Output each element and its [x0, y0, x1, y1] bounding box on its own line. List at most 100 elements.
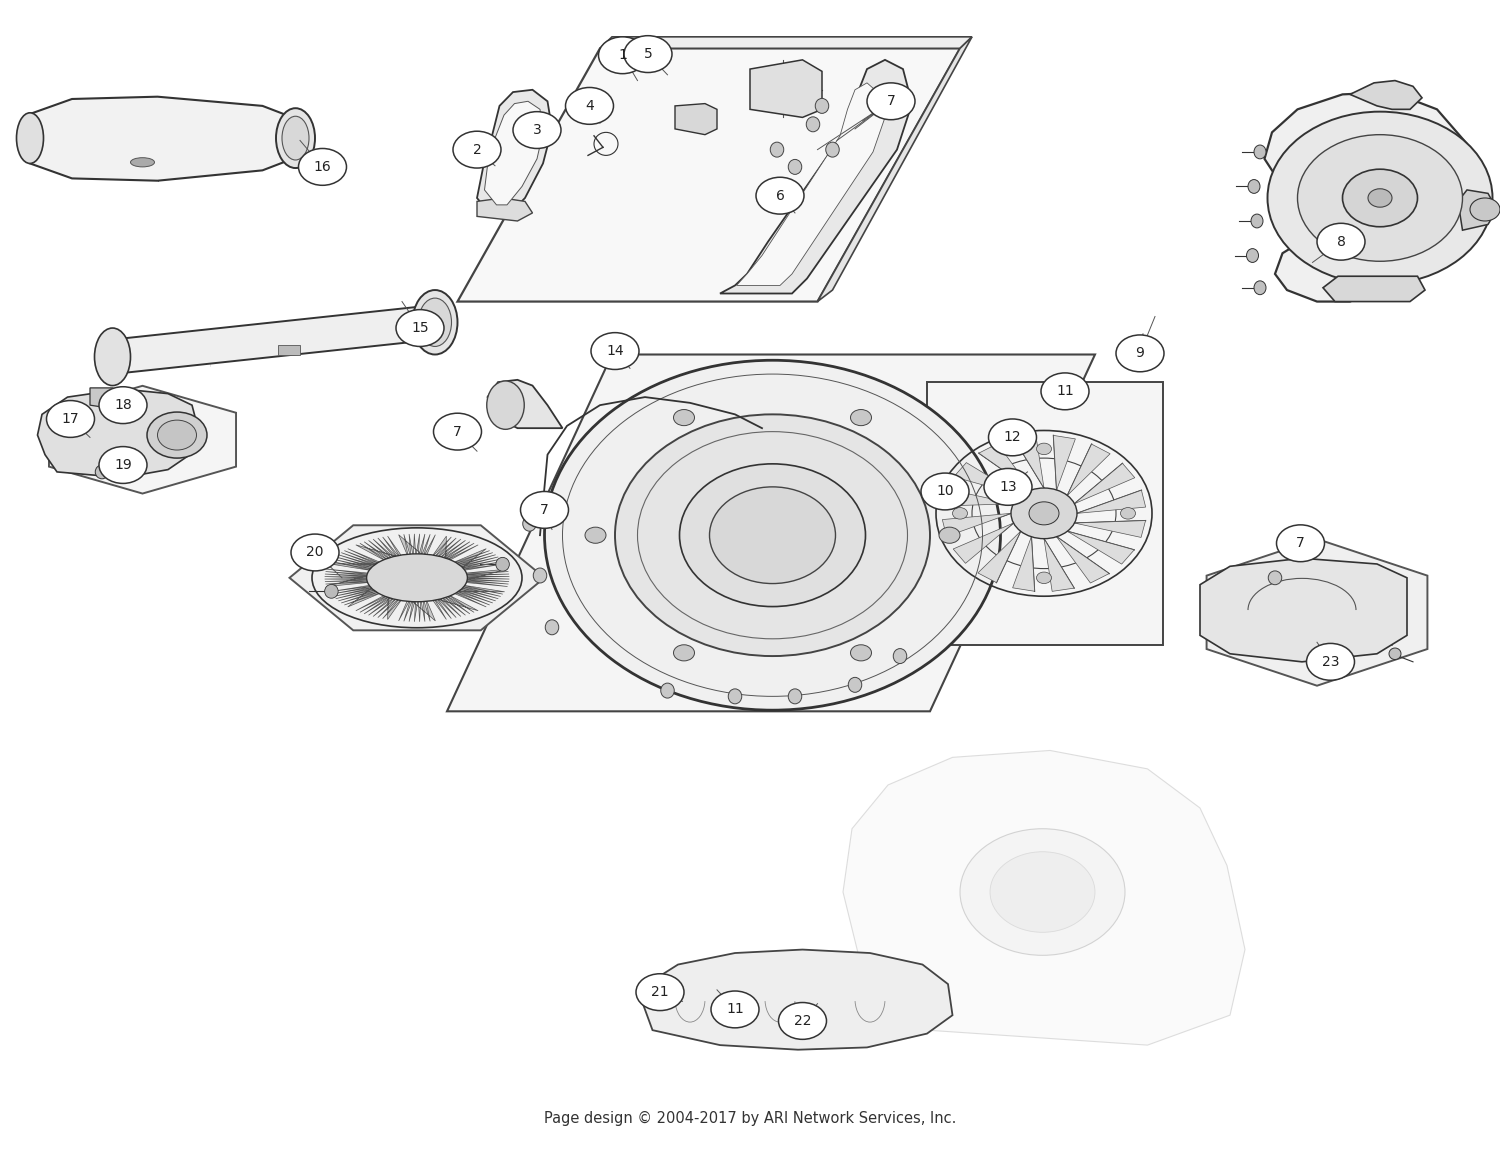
Ellipse shape	[496, 557, 510, 571]
Circle shape	[952, 508, 968, 519]
Ellipse shape	[1246, 249, 1258, 262]
Ellipse shape	[1268, 571, 1281, 585]
Ellipse shape	[816, 99, 830, 114]
Polygon shape	[1323, 276, 1425, 302]
Polygon shape	[278, 345, 300, 355]
Text: 16: 16	[314, 160, 332, 174]
Polygon shape	[980, 443, 1032, 490]
Polygon shape	[1074, 464, 1136, 504]
Ellipse shape	[1254, 281, 1266, 295]
Circle shape	[1317, 223, 1365, 260]
Polygon shape	[1068, 532, 1134, 564]
Text: 23: 23	[1322, 655, 1340, 669]
Ellipse shape	[413, 290, 458, 355]
Circle shape	[960, 829, 1125, 955]
Circle shape	[453, 131, 501, 168]
Polygon shape	[50, 386, 236, 494]
Circle shape	[1298, 135, 1462, 261]
Text: 12: 12	[1004, 430, 1022, 444]
Circle shape	[615, 414, 930, 656]
Polygon shape	[942, 489, 1014, 506]
Polygon shape	[38, 389, 198, 478]
Text: 19: 19	[114, 458, 132, 472]
Polygon shape	[736, 83, 885, 285]
Ellipse shape	[789, 160, 801, 174]
Ellipse shape	[486, 381, 525, 429]
Circle shape	[1470, 198, 1500, 221]
Text: 3: 3	[532, 123, 542, 137]
Ellipse shape	[894, 649, 906, 663]
Ellipse shape	[789, 688, 801, 703]
Polygon shape	[1077, 490, 1146, 513]
Circle shape	[99, 447, 147, 483]
Polygon shape	[399, 599, 435, 622]
Ellipse shape	[96, 465, 109, 479]
Polygon shape	[1206, 539, 1428, 686]
Circle shape	[147, 412, 207, 458]
Circle shape	[1029, 502, 1059, 525]
Circle shape	[598, 37, 646, 74]
Circle shape	[778, 1003, 826, 1039]
Ellipse shape	[1389, 648, 1401, 660]
Ellipse shape	[660, 684, 675, 698]
Circle shape	[756, 177, 804, 214]
Polygon shape	[1200, 558, 1407, 662]
Polygon shape	[642, 950, 952, 1050]
Text: 7: 7	[1296, 536, 1305, 550]
Polygon shape	[356, 536, 404, 563]
Circle shape	[850, 410, 871, 426]
Circle shape	[990, 852, 1095, 932]
Circle shape	[291, 534, 339, 571]
Polygon shape	[399, 534, 435, 557]
Circle shape	[1342, 169, 1418, 227]
Polygon shape	[458, 48, 960, 302]
Polygon shape	[330, 585, 384, 607]
Circle shape	[636, 974, 684, 1011]
Ellipse shape	[522, 516, 537, 531]
Circle shape	[988, 419, 1036, 456]
Polygon shape	[750, 60, 822, 117]
Circle shape	[867, 83, 915, 120]
Circle shape	[921, 473, 969, 510]
Circle shape	[710, 487, 836, 584]
Circle shape	[1306, 643, 1354, 680]
Ellipse shape	[729, 688, 741, 703]
Text: 7: 7	[886, 94, 896, 108]
Circle shape	[1041, 373, 1089, 410]
Ellipse shape	[807, 116, 819, 132]
Circle shape	[1276, 525, 1324, 562]
Circle shape	[939, 527, 960, 543]
Circle shape	[520, 491, 568, 528]
Circle shape	[624, 36, 672, 73]
Polygon shape	[1014, 435, 1044, 488]
Ellipse shape	[771, 143, 783, 158]
Ellipse shape	[1254, 145, 1266, 159]
Polygon shape	[450, 549, 504, 571]
Polygon shape	[818, 37, 972, 302]
Circle shape	[585, 527, 606, 543]
Text: 11: 11	[726, 1003, 744, 1016]
Polygon shape	[447, 355, 1095, 711]
Polygon shape	[488, 380, 562, 428]
Text: 5: 5	[644, 47, 652, 61]
Circle shape	[544, 360, 1000, 710]
Polygon shape	[430, 536, 478, 563]
Ellipse shape	[282, 116, 309, 160]
Ellipse shape	[276, 108, 315, 168]
Polygon shape	[112, 305, 435, 374]
Polygon shape	[1013, 536, 1035, 592]
Text: 8: 8	[1336, 235, 1346, 249]
Circle shape	[1368, 189, 1392, 207]
Circle shape	[1036, 572, 1052, 584]
Polygon shape	[450, 585, 504, 607]
Polygon shape	[675, 104, 717, 135]
Polygon shape	[90, 388, 120, 409]
Ellipse shape	[1248, 180, 1260, 193]
Circle shape	[1268, 112, 1492, 284]
Ellipse shape	[419, 298, 452, 346]
Circle shape	[711, 991, 759, 1028]
Ellipse shape	[94, 328, 130, 386]
Polygon shape	[978, 532, 1020, 582]
Polygon shape	[459, 569, 510, 587]
Polygon shape	[430, 593, 478, 619]
